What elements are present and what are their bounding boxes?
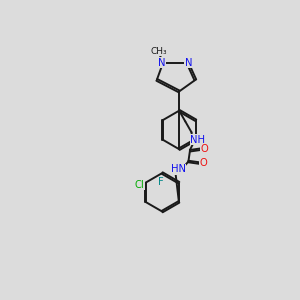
Text: NH: NH [190,135,205,145]
Text: HN: HN [171,164,186,174]
Text: N: N [158,58,166,68]
Text: O: O [199,158,207,168]
Text: CH₃: CH₃ [151,47,167,56]
Text: O: O [201,144,208,154]
Text: N: N [185,58,192,68]
Text: F: F [158,177,164,187]
Text: Cl: Cl [134,180,144,190]
